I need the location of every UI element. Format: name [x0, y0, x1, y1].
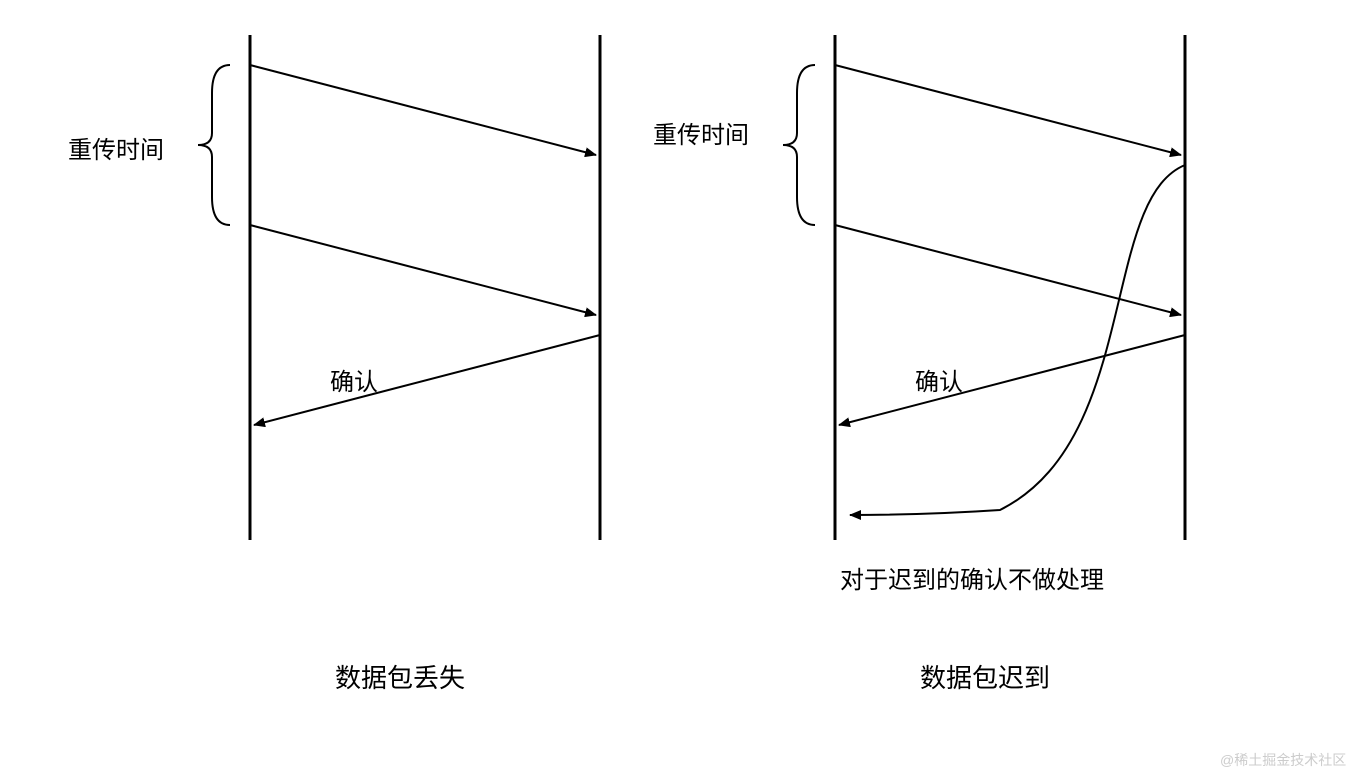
- left-ack-arrow: [254, 335, 600, 425]
- right-retransmit-brace: [783, 65, 815, 225]
- left-retransmit-brace: [198, 65, 230, 225]
- right-caption: 数据包迟到: [920, 658, 1050, 695]
- right-ack-label: 确认: [915, 362, 963, 397]
- right-delayed-note: 对于迟到的确认不做处理: [840, 560, 1104, 595]
- watermark-text: @稀土掘金技术社区: [1220, 750, 1346, 770]
- right-delayed-ack-curve: [850, 165, 1185, 515]
- right-ack-arrow: [839, 335, 1185, 425]
- right-retransmit-label: 重传时间: [653, 115, 749, 150]
- right-send1-arrow: [835, 65, 1181, 155]
- left-send2-arrow: [250, 225, 596, 315]
- left-retransmit-label: 重传时间: [68, 130, 164, 165]
- left-ack-label: 确认: [330, 362, 378, 397]
- right-send2-arrow: [835, 225, 1181, 315]
- left-send1-arrow: [250, 65, 596, 155]
- left-caption: 数据包丢失: [335, 658, 465, 695]
